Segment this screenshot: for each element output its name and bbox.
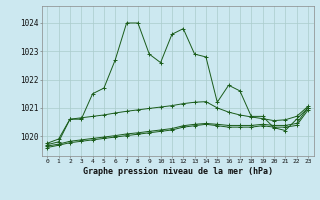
X-axis label: Graphe pression niveau de la mer (hPa): Graphe pression niveau de la mer (hPa) xyxy=(83,167,273,176)
